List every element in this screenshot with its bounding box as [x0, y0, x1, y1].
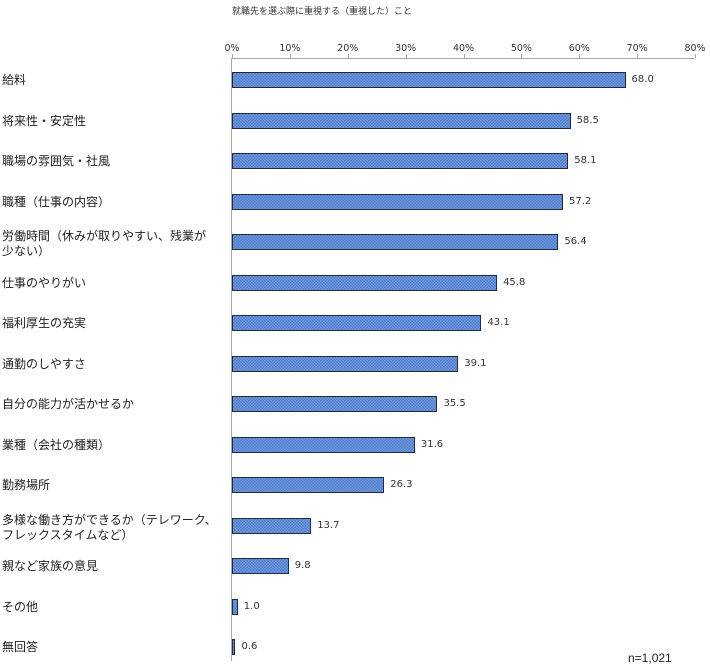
- bar: [232, 315, 482, 331]
- bar: [232, 598, 238, 615]
- value-label: 31.6: [420, 438, 444, 450]
- category-label-line: その他: [2, 599, 39, 614]
- bar: [232, 193, 564, 210]
- category-label: 職種（仕事の内容）: [2, 195, 227, 210]
- value-label: 13.7: [317, 519, 340, 531]
- bar: [232, 72, 626, 88]
- bar: [232, 355, 459, 372]
- bar: [232, 558, 289, 574]
- value-label: 58.1: [574, 155, 597, 166]
- x-tick: [579, 54, 581, 58]
- bar: [232, 396, 438, 412]
- value-label: 1.0: [243, 600, 260, 612]
- category-label-line: 職種（仕事の内容）: [2, 194, 111, 209]
- category-label-line: 給料: [2, 73, 27, 87]
- x-tick-label: 0%: [224, 43, 240, 54]
- category-label: 業種（会社の種類）: [2, 438, 227, 453]
- category-label-line: 少ない）: [2, 244, 51, 258]
- value-label: 26.3: [390, 479, 413, 490]
- category-label: 将来性・安定性: [2, 114, 227, 129]
- chart-title: 就職先を選ぶ際に重視する（重視した）こと: [232, 7, 413, 17]
- value-label: 57.2: [569, 195, 592, 207]
- bar: [232, 234, 559, 250]
- bar: [232, 639, 236, 655]
- value-label: 43.1: [487, 317, 510, 328]
- category-label-line: 将来性・安定性: [2, 113, 87, 128]
- bar: [232, 477, 385, 493]
- category-label: 無回答: [2, 640, 227, 655]
- x-tick-label: 30%: [395, 43, 417, 54]
- value-label: 0.6: [241, 641, 258, 652]
- x-tick-label: 60%: [568, 43, 590, 54]
- x-tick: [405, 54, 407, 58]
- category-label-line: 自分の能力が活かせるか: [2, 397, 135, 411]
- x-tick-label: 10%: [279, 43, 301, 54]
- category-label: 多様な働き方ができるか（テレワーク、 フレックスタイムなど）: [2, 513, 227, 543]
- category-label-line: 職場の雰囲気・社風: [2, 154, 111, 168]
- x-tick-label: 80%: [684, 43, 706, 54]
- category-label-line: 業種（会社の種類）: [2, 437, 111, 452]
- category-label-line: 通勤のしやすさ: [2, 356, 86, 371]
- category-label: 自分の能力が活かせるか: [2, 397, 227, 412]
- category-label: 親など家族の意見: [2, 559, 227, 574]
- category-label-line: 福利厚生の充実: [2, 316, 87, 330]
- category-label-line: 親など家族の意見: [2, 559, 99, 573]
- value-label: 68.0: [631, 74, 654, 85]
- x-tick: [521, 54, 523, 58]
- y-axis-line: [231, 58, 232, 661]
- category-label: 仕事のやりがい: [2, 276, 227, 291]
- bar: [232, 112, 571, 129]
- x-axis-line: [232, 58, 695, 59]
- category-label-line: 労働時間（休みが取りやすい、残業が: [2, 229, 207, 243]
- category-label-line: フレックスタイムなど）: [2, 527, 134, 542]
- category-label-line: 無回答: [2, 640, 39, 654]
- x-tick: [232, 54, 233, 58]
- category-label: 職場の雰囲気・社風: [2, 154, 227, 169]
- category-label-line: 多様な働き方ができるか（テレワーク、: [2, 512, 217, 527]
- bar: [232, 274, 498, 291]
- x-tick-label: 70%: [626, 43, 648, 54]
- x-tick: [347, 54, 349, 58]
- category-label: 労働時間（休みが取りやすい、残業が 少ない）: [2, 229, 227, 259]
- x-tick-label: 40%: [452, 43, 475, 54]
- value-label: 56.4: [564, 236, 587, 247]
- x-tick: [695, 54, 696, 58]
- x-tick: [637, 54, 639, 58]
- category-label: 勤務場所: [2, 478, 227, 493]
- value-label: 35.5: [443, 398, 466, 409]
- category-label: 給料: [2, 73, 227, 88]
- value-label: 9.8: [294, 560, 311, 571]
- category-label: その他: [2, 600, 227, 615]
- value-label: 39.1: [464, 357, 487, 369]
- x-tick: [289, 54, 291, 58]
- value-label: 45.8: [503, 276, 526, 288]
- category-label-line: 仕事のやりがい: [2, 275, 87, 290]
- category-label: 福利厚生の充実: [2, 316, 227, 331]
- category-label: 通勤のしやすさ: [2, 357, 227, 372]
- bar: [232, 153, 569, 169]
- value-label: 58.5: [576, 114, 599, 126]
- bar: [232, 517, 312, 534]
- x-tick: [463, 54, 465, 58]
- x-tick-label: 20%: [337, 43, 359, 54]
- x-tick-label: 50%: [510, 43, 532, 54]
- category-label-line: 勤務場所: [2, 478, 51, 492]
- sample-size-label: n=1,021: [628, 651, 672, 665]
- bar: [232, 436, 415, 453]
